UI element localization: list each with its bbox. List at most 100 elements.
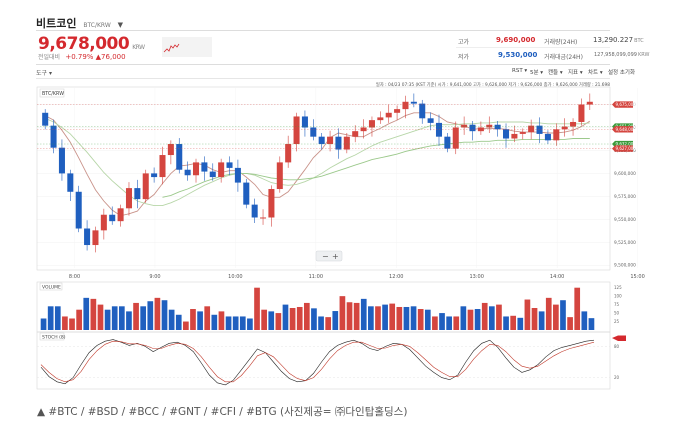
volume-bar bbox=[360, 298, 367, 330]
time-tick-label: 10:00 bbox=[228, 274, 242, 280]
volume-bar bbox=[175, 314, 182, 330]
stoch-panel-frame bbox=[36, 331, 611, 390]
time-tick-label: 8:00 bbox=[69, 274, 80, 280]
sparkline bbox=[162, 37, 212, 57]
candle bbox=[84, 220, 91, 251]
candle bbox=[50, 119, 57, 154]
candle bbox=[58, 139, 65, 181]
volume-label-box bbox=[39, 282, 63, 291]
chart-grid bbox=[37, 88, 638, 268]
price-tag bbox=[612, 101, 633, 108]
candle-body bbox=[469, 124, 476, 132]
volume-bar bbox=[54, 306, 61, 330]
volume-tick-label: 25 bbox=[614, 319, 620, 324]
candle bbox=[419, 99, 426, 124]
price-tag-label: 9,627,000 bbox=[616, 146, 637, 151]
volume-bar bbox=[232, 316, 239, 330]
coin-pair: BTC/KRW bbox=[83, 22, 111, 29]
time-tick-label: 12:00 bbox=[389, 274, 403, 280]
price-tag-label: 9,648,000 bbox=[616, 127, 637, 132]
volume-bar bbox=[574, 287, 581, 330]
tools-menu[interactable]: 도구 ▾ bbox=[36, 70, 52, 77]
coin-selector[interactable]: 비트코인 BTC/KRW ▼ bbox=[36, 15, 123, 31]
toolbar-indicator[interactable]: 지표 ▾ bbox=[568, 70, 583, 76]
stat-low-value: 9,530,000 bbox=[498, 51, 538, 59]
candle bbox=[444, 133, 451, 153]
candle-body bbox=[117, 208, 124, 222]
zoom-in-button[interactable]: + bbox=[332, 252, 339, 261]
toolbar-candle[interactable]: 캔들 ▾ bbox=[548, 70, 563, 76]
volume-bar bbox=[62, 316, 68, 330]
candle-body bbox=[75, 191, 82, 229]
candle bbox=[494, 121, 501, 137]
time-axis: 8:00 9:00 10:00 11:00 12:00 13:00 14:00 15:00 bbox=[69, 274, 645, 280]
stoch-tick-label: 80 bbox=[614, 344, 620, 349]
toolbar-interval[interactable]: 5분 ▾ bbox=[530, 70, 544, 76]
sparkline-svg bbox=[163, 43, 180, 53]
candle bbox=[184, 161, 191, 181]
volume-bar bbox=[517, 317, 524, 330]
candle bbox=[536, 117, 543, 144]
volume-bar bbox=[303, 302, 310, 330]
candle bbox=[109, 206, 116, 225]
price-change: 전일대비 +0.79% ▲76,000 bbox=[38, 52, 126, 61]
candle-body bbox=[142, 173, 149, 200]
stat-volume-label: 거래량(24H) bbox=[544, 39, 578, 46]
volume-bar bbox=[104, 309, 111, 330]
change-label: 전일대비 bbox=[38, 54, 61, 61]
toolbar-rst[interactable]: RST ▾ bbox=[512, 68, 528, 74]
candle-body bbox=[461, 124, 468, 128]
candle-body bbox=[226, 162, 233, 168]
volume-axis: 125 100 75 50 25 bbox=[614, 285, 622, 324]
candle bbox=[452, 121, 459, 155]
candle-body bbox=[84, 228, 91, 246]
candle bbox=[427, 112, 434, 131]
stat-high-label: 고가 bbox=[458, 39, 470, 46]
volume-bar bbox=[311, 308, 317, 330]
candle-body bbox=[134, 188, 141, 200]
candle-body bbox=[159, 155, 166, 178]
volume-tick-label: 100 bbox=[614, 294, 622, 299]
candle bbox=[301, 110, 308, 137]
toolbar-chart[interactable]: 차트 ▾ bbox=[588, 70, 603, 76]
candle bbox=[519, 128, 526, 140]
candle-body bbox=[544, 133, 551, 141]
candle bbox=[201, 156, 208, 181]
volume-bar bbox=[567, 317, 573, 330]
candle-body bbox=[410, 101, 417, 104]
volume-tick-label: 125 bbox=[614, 285, 622, 290]
volume-bar bbox=[183, 321, 189, 330]
zoom-control bbox=[315, 250, 343, 262]
candle-body bbox=[100, 214, 107, 231]
candle-body bbox=[444, 136, 451, 149]
candle-body bbox=[494, 124, 501, 130]
candle bbox=[402, 95, 409, 119]
volume-bar bbox=[510, 315, 517, 330]
candle bbox=[176, 138, 183, 174]
candle-body bbox=[385, 112, 392, 118]
candle bbox=[368, 116, 375, 137]
volume-bar bbox=[211, 314, 218, 330]
candle-body bbox=[310, 127, 317, 137]
chart-canvas[interactable]: 일자 : 04/23 07:35 (KST 기준) 시가 : 9,641,000… bbox=[0, 0, 673, 400]
volume-bar bbox=[268, 311, 275, 330]
candle bbox=[561, 118, 568, 137]
candle-body bbox=[368, 120, 375, 128]
chevron-down-icon[interactable]: ▼ bbox=[117, 21, 123, 29]
volume-bar bbox=[488, 306, 495, 330]
candle-body bbox=[50, 125, 57, 148]
candle-body bbox=[419, 103, 426, 119]
candle-body bbox=[209, 171, 216, 178]
ma-line-1 bbox=[45, 117, 590, 207]
toolbar-reset[interactable]: 설정 초기화 bbox=[608, 70, 636, 76]
volume-bar bbox=[190, 309, 196, 330]
zoom-out-button[interactable]: − bbox=[322, 252, 329, 261]
candle-body bbox=[335, 136, 342, 150]
candle bbox=[276, 156, 283, 193]
candle bbox=[343, 133, 350, 154]
volume-bar bbox=[396, 306, 403, 330]
candle bbox=[435, 114, 443, 146]
price-tags: 9,675,0009,651,0009,648,0009,632,0009,62… bbox=[37, 101, 637, 152]
volume-bar bbox=[481, 302, 488, 330]
volume-bar bbox=[147, 301, 154, 330]
